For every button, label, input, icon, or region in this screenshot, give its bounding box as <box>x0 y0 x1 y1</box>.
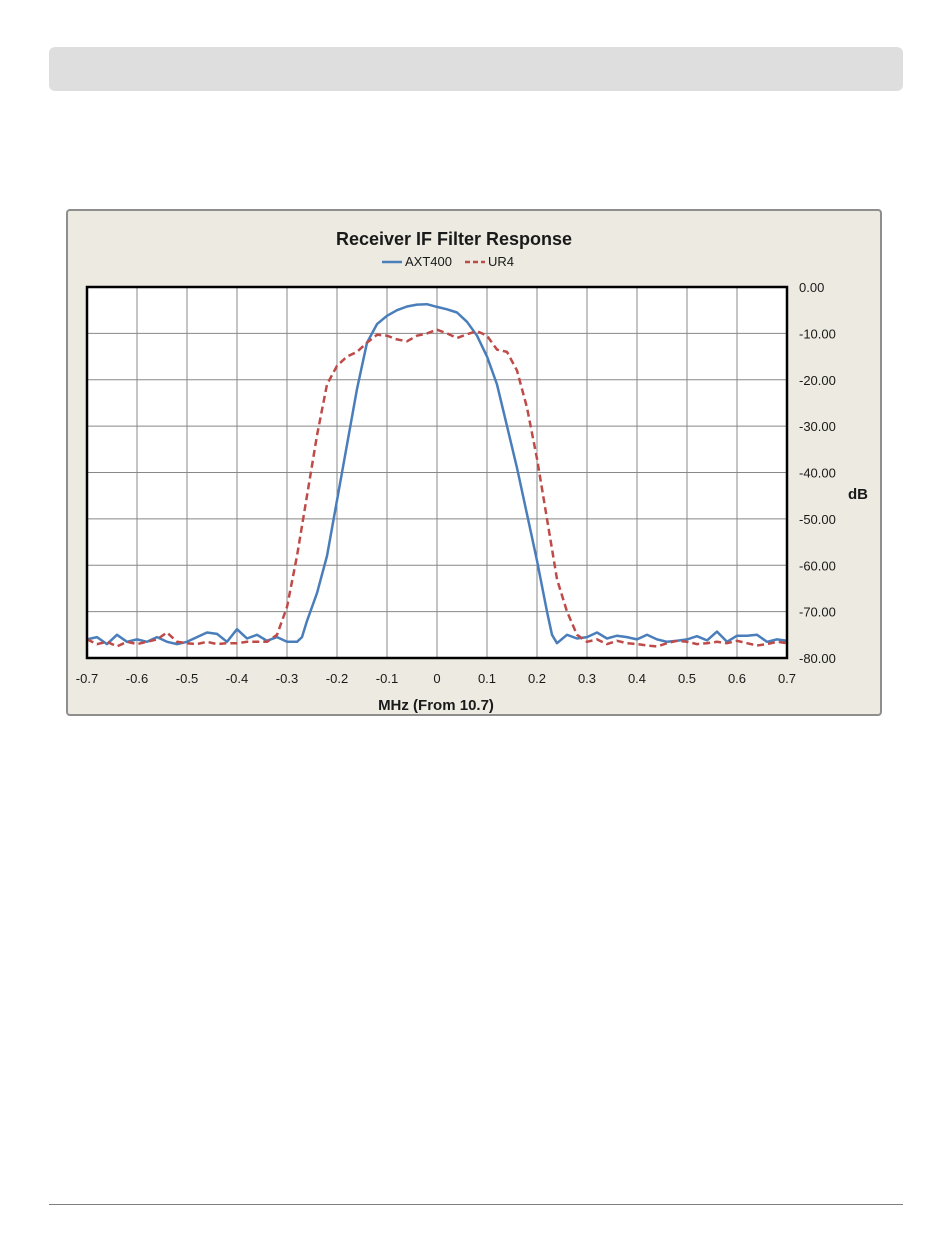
footer-rule <box>49 1204 903 1205</box>
y-tick-label-7: -70.00 <box>799 605 836 620</box>
chart-title: Receiver IF Filter Response <box>336 229 572 249</box>
plot-area-border <box>85 285 789 660</box>
x-tick-label-3: -0.4 <box>226 671 248 686</box>
x-tick-label-2: -0.5 <box>176 671 198 686</box>
chart-legend: AXT400 UR4 <box>382 254 514 269</box>
y-tick-label-1: -10.00 <box>799 326 836 341</box>
x-tick-label-1: -0.6 <box>126 671 148 686</box>
x-tick-label-5: -0.2 <box>326 671 348 686</box>
series-layer <box>86 302 788 648</box>
x-tick-label-4: -0.3 <box>276 671 298 686</box>
y-tick-label-6: -60.00 <box>799 558 836 573</box>
x-tick-label-11: 0.4 <box>628 671 646 686</box>
x-axis-label: MHz (From 10.7) <box>378 697 494 714</box>
y-tick-label-3: -30.00 <box>799 419 836 434</box>
x-tick-label-13: 0.6 <box>728 671 746 686</box>
chart-panel: Receiver IF Filter Response AXT400 UR4 -0… <box>66 209 882 716</box>
x-tick-label-0: -0.7 <box>76 671 98 686</box>
y-tick-label-2: -20.00 <box>799 373 836 388</box>
x-tick-label-6: -0.1 <box>376 671 398 686</box>
grid-lines <box>86 286 788 659</box>
x-tick-label-9: 0.2 <box>528 671 546 686</box>
x-tick-label-12: 0.5 <box>678 671 696 686</box>
header-bar <box>49 47 903 91</box>
x-tick-label-14: 0.7 <box>778 671 796 686</box>
series-line-axt400 <box>86 302 788 646</box>
y-axis-label: dB <box>848 486 868 503</box>
y-tick-label-8: -80.00 <box>799 651 836 666</box>
tick-labels: -0.7 -0.6 -0.5 -0.4 -0.3 -0.2 -0.1 0 0.1 0.2 0.3 0.… <box>76 280 836 686</box>
x-tick-label-8: 0.1 <box>478 671 496 686</box>
x-tick-label-7: 0 <box>433 671 440 686</box>
filter-response-chart: Receiver IF Filter Response AXT400 UR4 -0… <box>76 229 868 714</box>
series-line-ur4 <box>86 328 788 648</box>
y-tick-label-4: -40.00 <box>799 466 836 481</box>
y-tick-label-0: 0.00 <box>799 280 824 295</box>
y-tick-label-5: -50.00 <box>799 512 836 527</box>
legend-label-ur4: UR4 <box>488 254 514 269</box>
x-tick-label-10: 0.3 <box>578 671 596 686</box>
legend-label-axt400: AXT400 <box>405 254 452 269</box>
